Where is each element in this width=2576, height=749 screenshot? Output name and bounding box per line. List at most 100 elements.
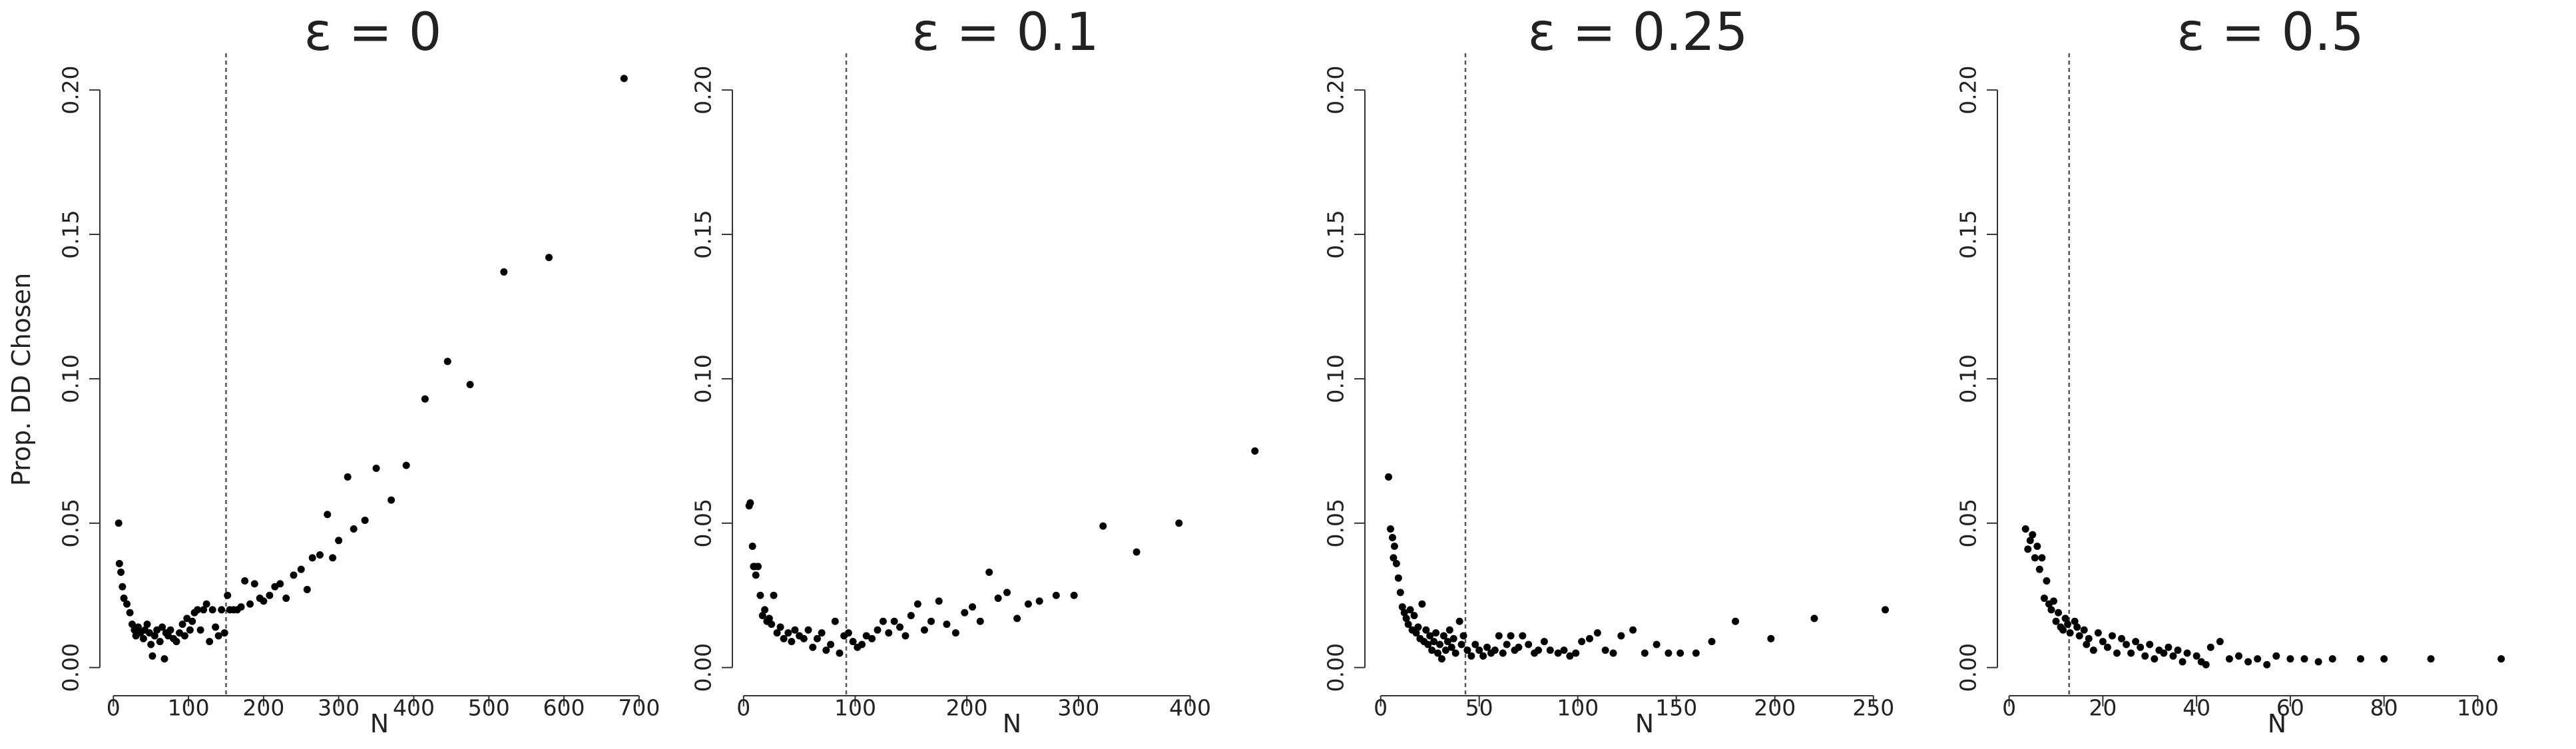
point [2123, 640, 2131, 648]
point [969, 603, 977, 611]
y-axis-label: Prop. DD Chosen [7, 273, 36, 486]
point [2031, 554, 2039, 562]
point [752, 571, 760, 579]
point [2427, 655, 2435, 663]
point [303, 586, 311, 594]
point [402, 461, 410, 469]
point [1459, 632, 1467, 640]
point [1882, 606, 1890, 614]
point [1396, 589, 1404, 597]
point [1471, 640, 1479, 648]
point [2061, 615, 2069, 623]
y-tick-label: 0.05 [58, 499, 84, 547]
x-tick-label: 400 [393, 695, 435, 721]
point [943, 621, 951, 628]
point [206, 638, 214, 646]
point [961, 609, 969, 617]
x-tick-label: 0 [2002, 695, 2016, 721]
point [2497, 655, 2505, 663]
x-tick-label: 250 [1852, 695, 1894, 721]
point [2165, 643, 2173, 651]
x-axis-label: N [370, 709, 389, 738]
y-tick-label: 0.05 [690, 499, 716, 547]
point [885, 629, 893, 637]
point [1386, 525, 1394, 533]
point [387, 496, 395, 504]
point [2202, 660, 2210, 668]
point [1507, 632, 1515, 640]
point [800, 634, 808, 642]
point [2300, 655, 2308, 663]
point [758, 612, 766, 620]
point [2160, 649, 2168, 657]
point [160, 655, 168, 663]
point [2049, 597, 2057, 605]
point [224, 591, 232, 599]
point [2118, 634, 2126, 642]
point [1418, 600, 1426, 608]
point [123, 600, 131, 608]
point [1572, 649, 1580, 657]
point [2021, 525, 2029, 533]
point [178, 621, 186, 628]
point [1692, 649, 1700, 657]
point [1641, 649, 1649, 657]
point [1434, 649, 1442, 657]
point [1535, 646, 1543, 654]
y-tick-label: 0.20 [1955, 65, 1981, 114]
point [1398, 603, 1406, 611]
point [2047, 606, 2055, 614]
point [324, 511, 332, 519]
point [2169, 652, 2177, 660]
point [2192, 652, 2200, 660]
point [2380, 655, 2388, 663]
x-tick-label: 200 [946, 695, 988, 721]
point [1593, 629, 1601, 637]
point [290, 571, 298, 579]
point [1449, 634, 1457, 642]
point [620, 75, 628, 83]
y-tick-label: 0.10 [58, 354, 84, 403]
point [2024, 545, 2032, 553]
point [1410, 612, 1418, 620]
point [1422, 626, 1430, 634]
point [1708, 638, 1716, 646]
point [1479, 652, 1487, 660]
point [2141, 652, 2149, 660]
point [976, 617, 984, 625]
point [2033, 542, 2041, 550]
point [1491, 646, 1499, 654]
point [2328, 655, 2336, 663]
point [2151, 655, 2159, 663]
point [913, 600, 921, 608]
x-tick-label: 100 [834, 695, 876, 721]
point [1175, 519, 1183, 527]
point [1585, 634, 1593, 642]
x-tick-label: 40 [2183, 695, 2210, 721]
point [2174, 646, 2182, 654]
point [1013, 615, 1021, 623]
point [1601, 646, 1609, 654]
point [282, 595, 290, 603]
panel-title: ε = 0.25 [1528, 3, 1748, 63]
point [2244, 658, 2252, 666]
point [1676, 649, 1684, 657]
point [2272, 652, 2280, 660]
point [335, 537, 343, 545]
point [2103, 643, 2111, 651]
point [2314, 658, 2322, 666]
x-tick-label: 200 [242, 695, 284, 721]
point [1451, 649, 1459, 657]
point [985, 569, 993, 577]
point [890, 617, 898, 625]
x-tick-label: 100 [2457, 695, 2499, 721]
y-tick-label: 0.10 [1323, 354, 1349, 403]
point [2263, 660, 2271, 668]
point [126, 609, 134, 617]
point [951, 629, 959, 637]
point [902, 632, 909, 640]
point [2179, 658, 2187, 666]
point [1578, 638, 1586, 646]
point [844, 629, 852, 637]
x-tick-label: 500 [468, 695, 510, 721]
